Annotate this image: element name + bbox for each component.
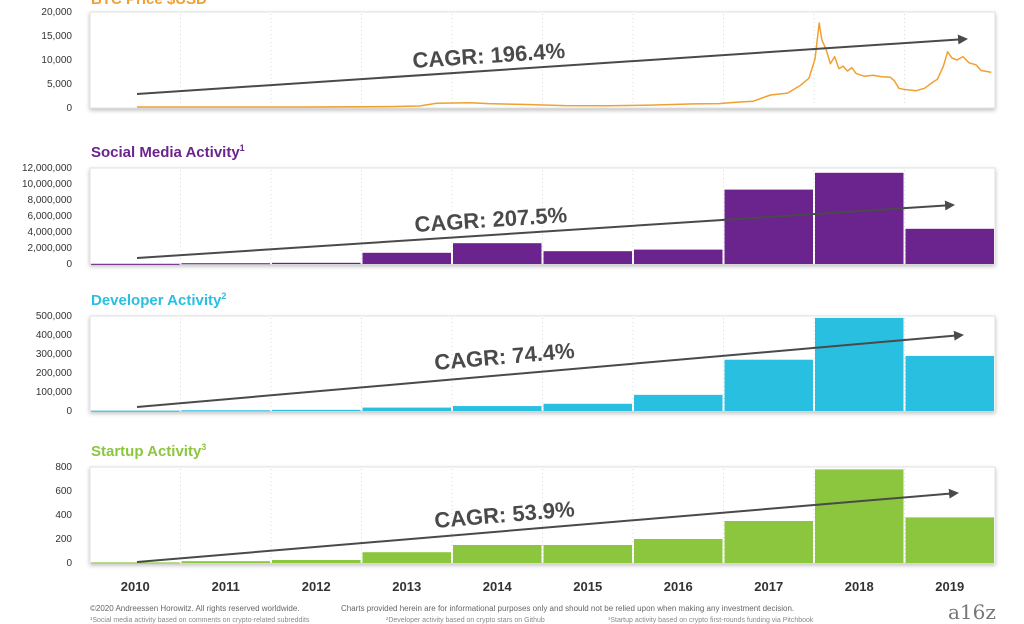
title-superscript: 3 [201, 442, 206, 452]
bar-2010 [91, 263, 180, 265]
y-tick-label: 800 [55, 462, 72, 473]
cagr-arrow [136, 330, 964, 408]
x-tick-label: 2012 [302, 579, 331, 594]
y-tick-label: 0 [66, 259, 72, 270]
x-tick-label: 2019 [935, 579, 964, 594]
chart-title: Developer Activity2 [91, 291, 226, 309]
cagr-arrow [136, 34, 968, 95]
bar-2019 [905, 355, 994, 411]
x-tick-label: 2014 [483, 579, 513, 594]
y-tick-label: 200 [55, 534, 72, 545]
y-tick-label: 400 [55, 510, 72, 521]
btc-price-line [137, 22, 992, 108]
footnote-1: ¹Social media activity based on comments… [90, 617, 310, 624]
bar-2012 [272, 262, 361, 264]
chart-panel-2: Social Media Activity1 0 2,000,000 4,000,00… [22, 143, 996, 270]
footnote-3: ³Startup activity based on crypto first-… [608, 617, 814, 624]
title-superscript: 1 [240, 143, 245, 153]
bar-2016 [634, 394, 723, 411]
y-tick-label: 600 [55, 486, 72, 497]
y-tick-label: 500,000 [36, 311, 73, 322]
charts-svg: BTC Price $USD05,00010,00015,00020,000CA… [22, 0, 996, 594]
y-tick-label: 0 [66, 103, 72, 114]
title-superscript: 2 [221, 291, 226, 301]
y-tick-label: 300,000 [36, 349, 73, 360]
bar-2014 [453, 406, 542, 411]
bar-2012 [272, 409, 361, 411]
y-tick-label: 0 [66, 558, 72, 569]
chart-title: BTC Price $USD [91, 0, 207, 8]
x-tick-label: 2010 [121, 579, 150, 594]
x-tick-label: 2011 [212, 579, 240, 594]
x-tick-label: 2015 [573, 579, 602, 594]
bar-2010 [91, 562, 180, 564]
a16z-logo: a16z [948, 600, 996, 624]
bar-2016 [634, 539, 723, 563]
x-tick-label: 2016 [664, 579, 693, 594]
y-tick-label: 2,000,000 [28, 243, 73, 254]
cagr-arrow [136, 488, 959, 563]
bar-2017 [724, 359, 813, 411]
bar-2013 [362, 407, 451, 411]
footer-disclaimer: Charts provided herein are for informati… [341, 604, 795, 613]
bar-2010 [91, 410, 180, 412]
bar-2014 [453, 243, 542, 264]
bar-2019 [905, 228, 994, 264]
bar-2015 [543, 251, 632, 264]
y-tick-label: 200,000 [36, 368, 73, 379]
bar-2017 [724, 521, 813, 563]
y-tick-label: 20,000 [41, 7, 72, 18]
bar-2016 [634, 249, 723, 264]
bar-2012 [272, 560, 361, 563]
bar-2015 [543, 403, 632, 411]
x-tick-label: 2013 [392, 579, 421, 594]
bar-2018 [815, 172, 904, 264]
bar-2018 [815, 317, 904, 411]
panel-background [89, 11, 996, 109]
y-tick-label: 0 [66, 406, 72, 417]
y-tick-label: 12,000,000 [22, 163, 72, 174]
bar-2018 [815, 469, 904, 563]
bar-2015 [543, 545, 632, 563]
chart-title: Startup Activity3 [91, 442, 206, 460]
y-tick-label: 5,000 [47, 79, 72, 90]
bar-2011 [181, 410, 270, 412]
y-tick-label: 10,000 [41, 55, 72, 66]
y-tick-label: 10,000,000 [22, 179, 72, 190]
y-tick-label: 400,000 [36, 330, 73, 341]
bar-2017 [724, 189, 813, 264]
y-tick-label: 100,000 [36, 387, 73, 398]
x-tick-label: 2017 [754, 579, 783, 594]
bar-2014 [453, 545, 542, 563]
y-tick-label: 8,000,000 [28, 195, 73, 206]
footnote-2: ²Developer activity based on crypto star… [386, 617, 545, 624]
bar-2011 [181, 561, 270, 563]
bar-2013 [362, 252, 451, 264]
footer: ©2020 Andreessen Horowitz. All rights re… [90, 604, 794, 613]
chart-panel-1: BTC Price $USD05,00010,00015,00020,000CA… [41, 0, 996, 114]
x-tick-label: 2018 [845, 579, 874, 594]
y-tick-label: 4,000,000 [28, 227, 73, 238]
chart-title: Social Media Activity1 [91, 143, 245, 161]
bar-2013 [362, 552, 451, 563]
y-tick-label: 6,000,000 [28, 211, 73, 222]
bar-2019 [905, 517, 994, 563]
bar-2011 [181, 263, 270, 265]
chart-panel-3: Developer Activity2 0 100,000 200,000 300,00… [36, 291, 996, 417]
y-tick-label: 15,000 [41, 31, 72, 42]
footer-copyright: ©2020 Andreessen Horowitz. All rights re… [90, 604, 300, 613]
x-axis: 2010 2011 2012 2013 2014 2015 2016 2017 2018 2019 [121, 579, 964, 594]
cagr-arrow [136, 200, 955, 259]
